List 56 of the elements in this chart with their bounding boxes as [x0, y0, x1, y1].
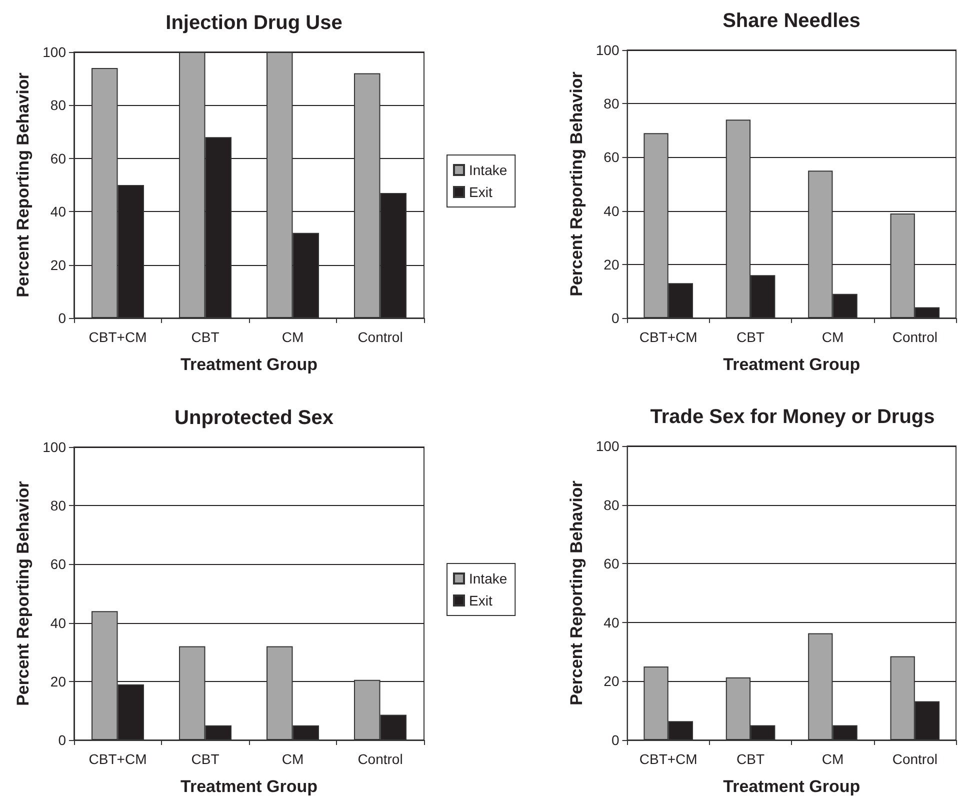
y-tick-label: 20 [50, 673, 66, 690]
x-tick-label: CBT [736, 329, 765, 345]
y-tick-label: 60 [50, 556, 66, 572]
x-axis-title: Treatment Group [180, 777, 318, 796]
legend-label: Exit [469, 184, 492, 200]
y-tick-label: 20 [604, 256, 620, 272]
y-tick-label: 40 [50, 204, 66, 220]
y-tick-label: 20 [604, 673, 620, 690]
chart-title: Trade Sex for Money or Drugs [650, 406, 935, 428]
y-tick-label: 40 [604, 202, 620, 219]
chart-title: Unprotected Sex [174, 407, 334, 429]
x-tick-label: CBT+CM [88, 751, 147, 767]
x-tick-label: CBT [191, 329, 220, 345]
y-axis-title: Percent Reporting Behavior [14, 72, 33, 298]
x-tick-label: CBT [191, 751, 220, 767]
x-tick-label: CBT [736, 751, 765, 767]
y-tick-label: 60 [604, 149, 620, 166]
x-tick-label: CM [282, 329, 304, 345]
legend-label: Intake [469, 570, 508, 586]
y-tick-label: 100 [42, 44, 66, 60]
y-tick-label: 80 [604, 496, 620, 513]
y-tick-label: 0 [611, 732, 620, 748]
y-tick-label: 0 [611, 310, 620, 326]
chart-title: Share Needles [722, 10, 860, 32]
x-tick-label: Control [358, 329, 403, 345]
y-axis-title: Percent Reporting Behavior [567, 71, 586, 296]
y-tick-label: 0 [58, 732, 66, 748]
x-axis-title: Treatment Group [723, 355, 860, 374]
y-tick-label: 40 [50, 614, 66, 631]
legend-label: Exit [469, 592, 492, 608]
x-tick-label: Control [892, 751, 938, 767]
y-tick-label: 80 [50, 498, 66, 514]
y-tick-label: 0 [58, 310, 66, 326]
y-tick-label: 60 [604, 556, 620, 572]
x-tick-label: CBT+CM [88, 329, 147, 345]
x-tick-label: CM [282, 751, 304, 767]
y-tick-label: 40 [604, 614, 620, 630]
y-axis-title: Percent Reporting Behavior [567, 480, 586, 706]
x-tick-label: CM [822, 329, 844, 345]
y-tick-label: 60 [50, 150, 66, 166]
y-tick-label: 80 [604, 96, 620, 112]
y-tick-label: 80 [50, 97, 66, 114]
y-tick-label: 100 [596, 42, 620, 58]
x-tick-label: CBT+CM [639, 329, 698, 345]
x-tick-label: Control [892, 329, 938, 345]
x-axis-title: Treatment Group [723, 777, 860, 796]
y-axis-title: Percent Reporting Behavior [14, 480, 33, 706]
y-tick-label: 20 [50, 256, 66, 273]
chart-title: Injection Drug Use [166, 12, 342, 34]
x-tick-label: CM [822, 751, 844, 767]
y-tick-label: 100 [42, 439, 66, 455]
x-tick-label: CBT+CM [639, 751, 698, 767]
legend-label: Intake [469, 162, 508, 178]
x-tick-label: Control [358, 751, 403, 767]
y-tick-label: 100 [596, 438, 620, 454]
x-axis-title: Treatment Group [180, 355, 318, 374]
